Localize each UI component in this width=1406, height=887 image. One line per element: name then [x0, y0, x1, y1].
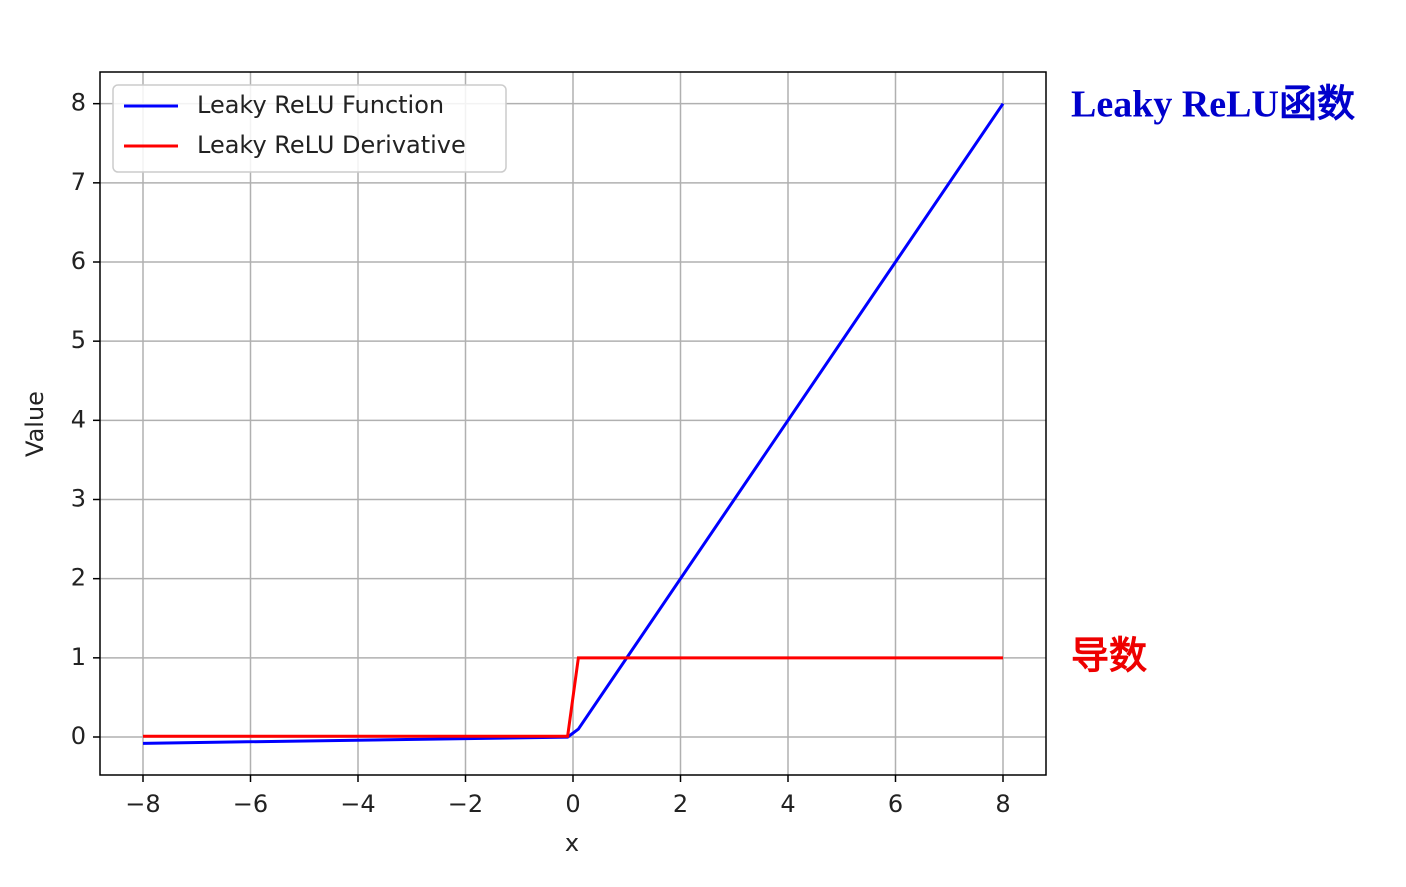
x-tick-label: −4: [340, 790, 375, 818]
y-axis-label: Value: [21, 391, 49, 457]
x-axis-label: x: [565, 829, 579, 857]
x-tick-label: −2: [448, 790, 483, 818]
x-tick-label: −6: [233, 790, 268, 818]
y-tick-label: 7: [71, 168, 86, 196]
series-line: [142, 102, 1005, 745]
x-tick-label: −8: [125, 790, 160, 818]
series-line: [143, 656, 1003, 738]
y-tick-label: 8: [71, 89, 86, 117]
y-tick-label: 4: [71, 405, 86, 433]
y-tick-label: 3: [71, 485, 86, 513]
x-tick-label: 6: [888, 790, 903, 818]
y-tick-label: 2: [71, 564, 86, 592]
legend-label: Leaky ReLU Function: [197, 91, 444, 119]
x-tick-label: 8: [995, 790, 1010, 818]
x-tick-label: 2: [673, 790, 688, 818]
y-tick-label: 1: [71, 643, 86, 671]
y-tick-label: 0: [71, 722, 86, 750]
legend-label: Leaky ReLU Derivative: [197, 131, 466, 159]
y-tick-label: 5: [71, 326, 86, 354]
x-tick-label: 4: [780, 790, 795, 818]
legend-box: [112, 84, 507, 173]
annotation: Leaky ReLU函数: [1071, 84, 1355, 126]
plot-frame: [99, 71, 1047, 776]
annotation: 导数: [1071, 636, 1147, 678]
x-tick-label: 0: [565, 790, 580, 818]
y-tick-label: 6: [71, 247, 86, 275]
